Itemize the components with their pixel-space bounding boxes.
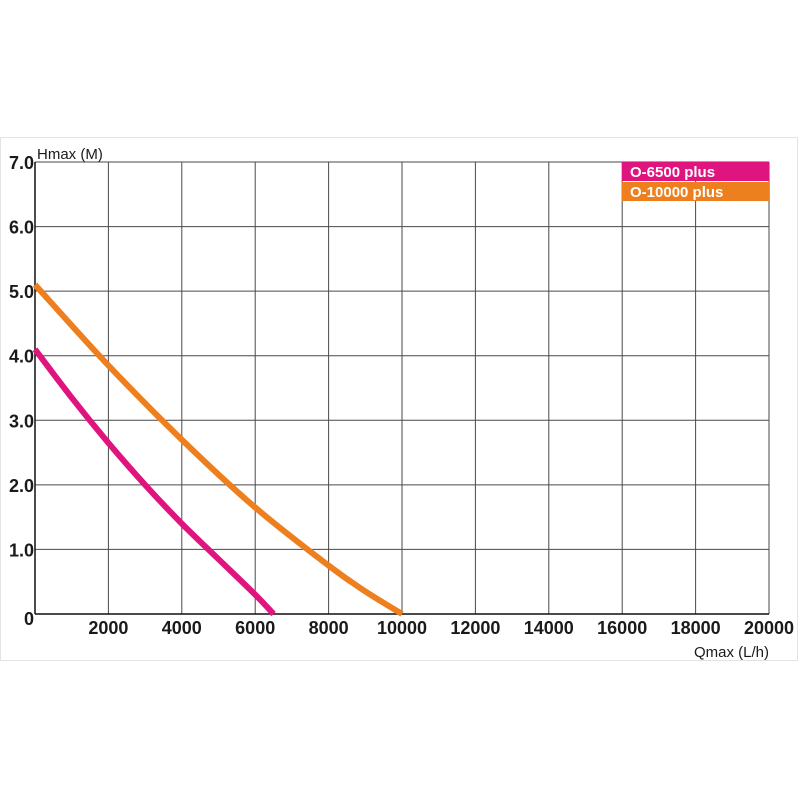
x-tick-label: 18000 (671, 618, 721, 638)
y-tick-label: 2.0 (9, 476, 34, 496)
y-tick-label: 0 (24, 609, 34, 629)
tick-labels: 2000 4000 6000 8000 10000 12000 14000 16000 1800… (9, 153, 794, 638)
y-tick-label: 5.0 (9, 282, 34, 302)
x-tick-label: 20000 (744, 618, 794, 638)
y-tick-label: 3.0 (9, 411, 34, 431)
x-tick-label: 10000 (377, 618, 427, 638)
x-tick-label: 4000 (162, 618, 202, 638)
y-tick-label: 6.0 (9, 218, 34, 238)
x-tick-label: 2000 (88, 618, 128, 638)
x-axis-title: Qmax (L/h) (694, 644, 769, 661)
series-line-2 (32, 282, 404, 617)
y-tick-label: 4.0 (9, 347, 34, 367)
chart-frame (0, 137, 798, 661)
x-tick-label: 8000 (309, 618, 349, 638)
y-tick-label: 1.0 (9, 540, 34, 560)
x-tick-label: 14000 (524, 618, 574, 638)
y-axis-title: Hmax (M) (37, 146, 103, 163)
series-line-1 (32, 347, 276, 617)
legend-swatch-o10000 (622, 182, 769, 201)
legend: O-6500 plus O-10000 plus (622, 162, 769, 201)
grid (35, 161, 770, 614)
legend-swatch-o6500 (622, 162, 769, 181)
legend-label-o6500: O-6500 plus (630, 164, 715, 181)
y-tick-label: 7.0 (9, 153, 34, 173)
x-tick-label: 6000 (235, 618, 275, 638)
series-lines (32, 282, 404, 617)
x-tick-label: 16000 (597, 618, 647, 638)
x-tick-label: 12000 (450, 618, 500, 638)
legend-label-o10000: O-10000 plus (630, 184, 723, 201)
